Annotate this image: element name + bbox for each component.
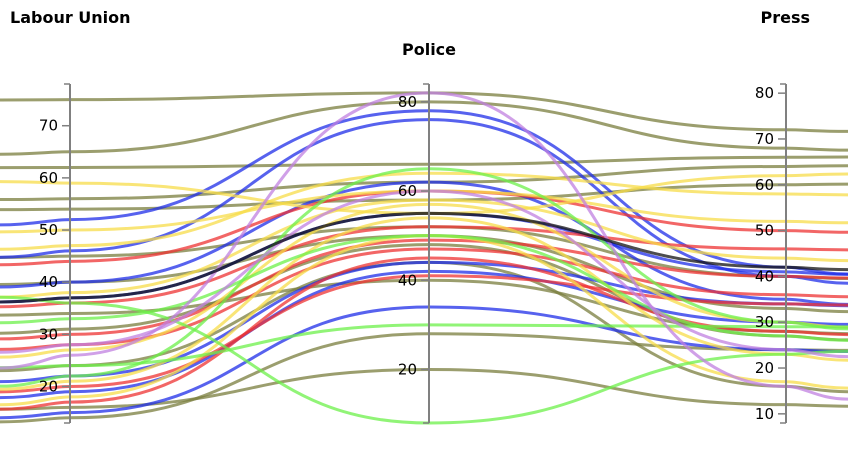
axis-title: Labour Union [10, 8, 131, 27]
tick-label: 30 [39, 325, 58, 343]
tick-label: 20 [39, 377, 58, 395]
tick-label: 20 [398, 360, 417, 378]
axis-title: Police [402, 40, 456, 59]
tick-label: 30 [755, 313, 774, 331]
tick-label: 20 [755, 359, 774, 377]
tick-label: 40 [755, 267, 774, 285]
axis-press: 10 20 30 40 50 60 70 80 Press [755, 8, 810, 424]
tick-label: 80 [398, 93, 417, 111]
series-lines [0, 91, 848, 425]
tick-label: 70 [755, 130, 774, 148]
tick-label: 60 [755, 176, 774, 194]
tick-label: 80 [755, 84, 774, 102]
tick-label: 50 [755, 222, 774, 240]
tick-label: 10 [755, 405, 774, 423]
tick-label: 40 [39, 273, 58, 291]
axis-police: 20 40 60 80 Police [398, 40, 456, 424]
tick-label: 40 [398, 271, 417, 289]
tick-label: 70 [39, 117, 58, 135]
axis-title: Press [760, 8, 810, 27]
axis-labour-union: 20 30 40 50 60 70 Labour Union [10, 8, 131, 424]
tick-label: 60 [398, 182, 417, 200]
tick-label: 50 [39, 221, 58, 239]
axes: 20 30 40 50 60 70 Labour Union 20 40 60 80 Police 10… [10, 8, 810, 424]
tick-label: 60 [39, 169, 58, 187]
